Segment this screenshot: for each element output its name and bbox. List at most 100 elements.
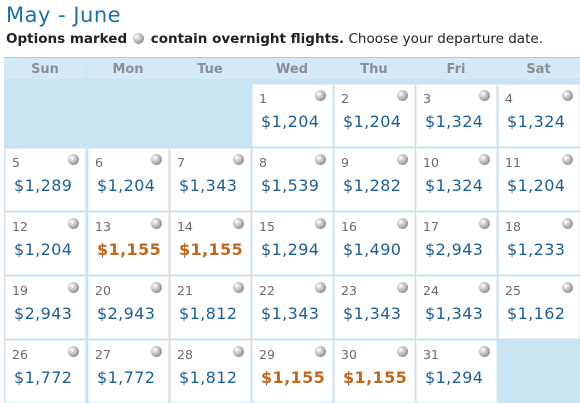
day-cell-22[interactable]: 22 $1,343	[252, 276, 333, 339]
day-cell-9[interactable]: 9 $1,282	[334, 148, 415, 211]
fare-price[interactable]: $1,162	[507, 304, 566, 323]
lowest-fare-price[interactable]: $1,155	[179, 240, 244, 259]
fare-price[interactable]: $1,324	[425, 176, 484, 195]
day-cell-24[interactable]: 24 $1,343	[416, 276, 497, 339]
day-number: 22	[259, 283, 275, 298]
day-cell-12[interactable]: 12 $1,204	[5, 212, 86, 275]
moon-icon	[397, 346, 408, 357]
lowest-fare-price[interactable]: $1,155	[97, 240, 162, 259]
day-cell-13[interactable]: 13 $1,155	[88, 212, 169, 275]
day-cell-6[interactable]: 6 $1,204	[88, 148, 169, 211]
day-cell-25[interactable]: 25 $1,162	[498, 276, 580, 339]
day-cell-4[interactable]: 4 $1,324	[498, 84, 580, 147]
fare-price[interactable]: $2,943	[14, 304, 73, 323]
fare-price[interactable]: $1,204	[14, 240, 73, 259]
lowest-fare-price[interactable]: $1,155	[261, 368, 326, 387]
fare-price[interactable]: $1,324	[425, 112, 484, 131]
weekday-mon: Mon	[87, 57, 169, 79]
day-cell-11[interactable]: 11 $1,204	[498, 148, 580, 211]
fare-price[interactable]: $1,772	[97, 368, 156, 387]
moon-icon	[479, 346, 490, 357]
fare-price[interactable]: $1,282	[343, 176, 402, 195]
fare-price[interactable]: $1,294	[261, 240, 320, 259]
moon-icon	[479, 154, 490, 165]
weekday-wed: Wed	[251, 57, 333, 79]
fare-price[interactable]: $1,343	[179, 176, 238, 195]
day-cell-15[interactable]: 15 $1,294	[252, 212, 333, 275]
day-cell-29[interactable]: 29 $1,155	[252, 340, 333, 403]
day-cell-28[interactable]: 28 $1,812	[170, 340, 251, 403]
weekday-thu: Thu	[333, 57, 415, 79]
month-range-title: May - June	[6, 3, 122, 27]
moon-icon	[133, 33, 145, 44]
fare-price[interactable]: $1,490	[343, 240, 402, 259]
day-cell-1[interactable]: 1 $1,204	[252, 84, 333, 147]
day-number: 31	[423, 347, 439, 362]
day-number: 8	[259, 155, 267, 170]
day-cell-30[interactable]: 30 $1,155	[334, 340, 415, 403]
moon-icon	[151, 154, 162, 165]
fare-price[interactable]: $1,343	[261, 304, 320, 323]
day-cell-2[interactable]: 2 $1,204	[334, 84, 415, 147]
fare-price[interactable]: $1,343	[425, 304, 484, 323]
fare-price[interactable]: $1,812	[179, 368, 238, 387]
day-number: 29	[259, 347, 275, 362]
fare-price[interactable]: $1,294	[425, 368, 484, 387]
day-cell-20[interactable]: 20 $2,943	[88, 276, 169, 339]
moon-icon	[233, 282, 244, 293]
day-number: 23	[341, 283, 357, 298]
day-number: 26	[12, 347, 28, 362]
day-cell-19[interactable]: 19 $2,943	[5, 276, 86, 339]
day-number: 24	[423, 283, 439, 298]
day-cell-5[interactable]: 5 $1,289	[5, 148, 86, 211]
fare-price[interactable]: $1,289	[14, 176, 73, 195]
moon-icon	[68, 282, 79, 293]
legend-bold-suffix: contain overnight flights.	[150, 31, 345, 47]
moon-icon	[68, 218, 79, 229]
moon-icon	[397, 154, 408, 165]
fare-price[interactable]: $1,204	[261, 112, 320, 131]
day-number: 13	[95, 219, 111, 234]
day-cell-17[interactable]: 17 $2,943	[416, 212, 497, 275]
fare-price[interactable]: $1,204	[343, 112, 402, 131]
day-number: 12	[12, 219, 28, 234]
fare-price[interactable]: $1,204	[507, 176, 566, 195]
day-cell-14[interactable]: 14 $1,155	[170, 212, 251, 275]
moon-icon	[315, 154, 326, 165]
moon-icon	[151, 218, 162, 229]
day-cell-10[interactable]: 10 $1,324	[416, 148, 497, 211]
fare-price[interactable]: $1,204	[97, 176, 156, 195]
day-number: 18	[505, 219, 521, 234]
fare-price[interactable]: $1,233	[507, 240, 566, 259]
day-cell-26[interactable]: 26 $1,772	[5, 340, 86, 403]
empty-day-cell	[498, 340, 580, 403]
empty-day-cell	[170, 84, 251, 147]
day-cell-23[interactable]: 23 $1,343	[334, 276, 415, 339]
day-cell-18[interactable]: 18 $1,233	[498, 212, 580, 275]
day-number: 16	[341, 219, 357, 234]
weekday-sun: Sun	[4, 57, 86, 79]
day-cell-27[interactable]: 27 $1,772	[88, 340, 169, 403]
day-cell-16[interactable]: 16 $1,490	[334, 212, 415, 275]
moon-icon	[479, 90, 490, 101]
day-number: 3	[423, 91, 431, 106]
day-cell-3[interactable]: 3 $1,324	[416, 84, 497, 147]
fare-price[interactable]: $1,812	[179, 304, 238, 323]
day-number: 5	[12, 155, 20, 170]
fare-price[interactable]: $1,539	[261, 176, 320, 195]
moon-icon	[315, 346, 326, 357]
day-number: 25	[505, 283, 521, 298]
fare-price[interactable]: $1,772	[14, 368, 73, 387]
fare-price[interactable]: $1,343	[343, 304, 402, 323]
day-cell-7[interactable]: 7 $1,343	[170, 148, 251, 211]
day-cell-21[interactable]: 21 $1,812	[170, 276, 251, 339]
weekday-sat: Sat	[497, 57, 580, 79]
weekday-fri: Fri	[415, 57, 497, 79]
day-cell-8[interactable]: 8 $1,539	[252, 148, 333, 211]
day-cell-31[interactable]: 31 $1,294	[416, 340, 497, 403]
fare-price[interactable]: $1,324	[507, 112, 566, 131]
fare-price[interactable]: $2,943	[97, 304, 156, 323]
day-number: 2	[341, 91, 349, 106]
lowest-fare-price[interactable]: $1,155	[343, 368, 408, 387]
fare-price[interactable]: $2,943	[425, 240, 484, 259]
